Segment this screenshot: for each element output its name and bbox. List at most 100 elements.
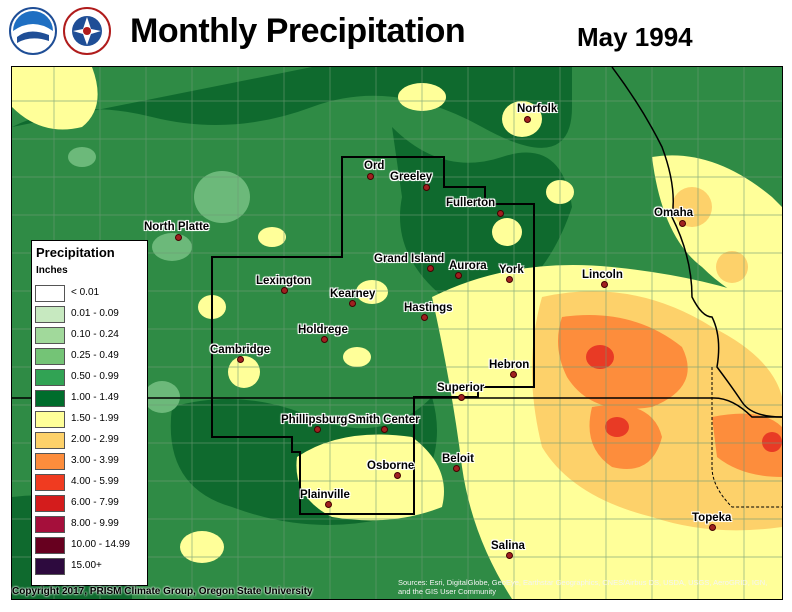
city-label: Salina xyxy=(491,540,525,552)
city-marker xyxy=(367,173,374,180)
city-marker xyxy=(423,184,430,191)
city-label: Hebron xyxy=(489,359,530,371)
city-marker xyxy=(510,371,517,378)
legend-label: 3.00 - 3.99 xyxy=(71,455,119,466)
city-marker xyxy=(427,265,434,272)
legend-row: 3.00 - 3.99 xyxy=(35,453,145,470)
copyright-text: Copyright 2017, PRISM Climate Group, Ore… xyxy=(12,586,313,597)
city-marker xyxy=(453,465,460,472)
legend-label: 6.00 - 7.99 xyxy=(71,497,119,508)
city-marker xyxy=(349,300,356,307)
city-label: Grand Island xyxy=(374,253,445,265)
legend-row: 6.00 - 7.99 xyxy=(35,495,145,512)
legend-swatch xyxy=(35,306,65,323)
forecast-area-outline xyxy=(211,156,535,515)
city-marker xyxy=(709,524,716,531)
legend-row: 0.50 - 0.99 xyxy=(35,369,145,386)
legend-label: 0.25 - 0.49 xyxy=(71,350,119,361)
city-label: York xyxy=(499,264,524,276)
zone-orange xyxy=(558,315,782,477)
city-label: Hastings xyxy=(404,302,453,314)
legend-label: 1.50 - 1.99 xyxy=(71,413,119,424)
city-label: Ord xyxy=(364,160,385,172)
legend-swatch xyxy=(35,285,65,302)
legend-label: < 0.01 xyxy=(71,287,100,298)
city-marker xyxy=(381,426,388,433)
city-label: Beloit xyxy=(442,453,474,465)
legend-row: 2.00 - 2.99 xyxy=(35,432,145,449)
legend-label: 8.00 - 9.99 xyxy=(71,518,119,529)
city-marker xyxy=(458,394,465,401)
city-marker xyxy=(455,272,462,279)
state-border-east xyxy=(611,67,782,418)
city-label: Superior xyxy=(437,382,485,394)
legend-swatch xyxy=(35,411,65,428)
city-label: Omaha xyxy=(654,207,693,219)
city-label: Lincoln xyxy=(582,269,623,281)
legend-label: 2.00 - 2.99 xyxy=(71,434,119,445)
legend-swatch xyxy=(35,327,65,344)
legend-row: 8.00 - 9.99 xyxy=(35,516,145,533)
sources-attribution: Sources: Esri, DigitalGlobe, GeoEye, Ear… xyxy=(398,578,768,596)
city-label: Topeka xyxy=(692,512,732,524)
legend-swatch xyxy=(35,558,65,575)
city-label: Aurora xyxy=(449,260,487,272)
legend-swatch xyxy=(35,432,65,449)
city-label: Osborne xyxy=(367,460,415,472)
legend-swatch xyxy=(35,348,65,365)
zone-red xyxy=(586,345,782,452)
city-marker xyxy=(281,287,288,294)
city-marker xyxy=(601,281,608,288)
legend-row: < 0.01 xyxy=(35,285,145,302)
legend-label: 0.01 - 0.09 xyxy=(71,308,119,319)
legend-row: 1.00 - 1.49 xyxy=(35,390,145,407)
noaa-logo-icon xyxy=(9,7,57,55)
legend-row: 4.00 - 5.99 xyxy=(35,474,145,491)
legend-swatch xyxy=(35,369,65,386)
legend-units: Inches xyxy=(36,265,68,276)
legend-swatch xyxy=(35,474,65,491)
legend-label: 0.10 - 0.24 xyxy=(71,329,119,340)
legend-swatch xyxy=(35,537,65,554)
city-marker xyxy=(506,552,513,559)
legend-swatch xyxy=(35,516,65,533)
city-label: Greeley xyxy=(390,171,433,183)
legend-label: 0.50 - 0.99 xyxy=(71,371,119,382)
city-marker xyxy=(497,210,504,217)
city-marker xyxy=(314,426,321,433)
map-date: May 1994 xyxy=(577,22,693,52)
state-border-mo xyxy=(711,367,782,508)
city-marker xyxy=(421,314,428,321)
map-title: Monthly Precipitation xyxy=(130,12,466,50)
city-label: Phillipsburg xyxy=(281,414,348,426)
legend-label: 15.00+ xyxy=(71,560,102,571)
city-marker xyxy=(175,234,182,241)
city-marker xyxy=(325,501,332,508)
legend-row: 0.25 - 0.49 xyxy=(35,348,145,365)
nws-logo-icon xyxy=(63,7,111,55)
city-marker xyxy=(679,220,686,227)
city-label: Plainville xyxy=(300,489,350,501)
city-marker xyxy=(506,276,513,283)
city-label: North Platte xyxy=(144,221,210,233)
city-label: Cambridge xyxy=(210,344,271,356)
city-label: Fullerton xyxy=(446,197,496,209)
city-marker xyxy=(394,472,401,479)
city-label: Kearney xyxy=(330,288,376,300)
zone-light-green xyxy=(68,147,250,413)
legend-row: 1.50 - 1.99 xyxy=(35,411,145,428)
city-marker xyxy=(237,356,244,363)
legend-label: 1.00 - 1.49 xyxy=(71,392,119,403)
legend-swatch xyxy=(35,390,65,407)
city-label: Lexington xyxy=(256,275,311,287)
legend-swatch xyxy=(35,495,65,512)
legend: Precipitation Inches < 0.01 0.01 - 0.09 0.… xyxy=(31,240,148,586)
city-label: Holdrege xyxy=(298,324,348,336)
header: Monthly Precipitation May 1994 xyxy=(0,0,792,66)
legend-row: 10.00 - 14.99 xyxy=(35,537,145,554)
legend-label: 10.00 - 14.99 xyxy=(71,539,130,550)
legend-label: 4.00 - 5.99 xyxy=(71,476,119,487)
legend-row: 0.01 - 0.09 xyxy=(35,306,145,323)
legend-row: 0.10 - 0.24 xyxy=(35,327,145,344)
city-label: Smith Center xyxy=(348,414,420,426)
